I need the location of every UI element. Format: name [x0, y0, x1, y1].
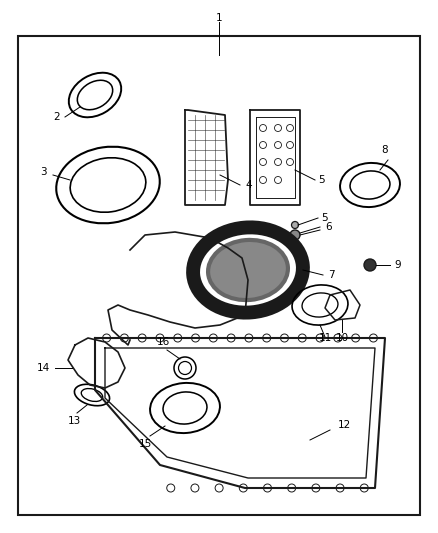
Text: 14: 14: [37, 363, 50, 373]
Text: 4: 4: [245, 180, 251, 190]
Text: 10: 10: [336, 333, 349, 343]
Circle shape: [290, 230, 300, 240]
Text: 16: 16: [156, 337, 170, 347]
Text: 7: 7: [328, 270, 335, 280]
Text: 15: 15: [138, 439, 152, 449]
Text: 1: 1: [215, 13, 223, 23]
Text: 3: 3: [40, 167, 46, 177]
Text: 9: 9: [394, 260, 401, 270]
Text: 5: 5: [318, 175, 325, 185]
Text: 5: 5: [321, 213, 328, 223]
Text: 2: 2: [54, 112, 60, 122]
Ellipse shape: [208, 240, 288, 300]
Circle shape: [364, 259, 376, 271]
Text: 12: 12: [338, 420, 351, 430]
Text: 11: 11: [318, 333, 332, 343]
Text: 6: 6: [325, 222, 332, 232]
Circle shape: [292, 222, 299, 229]
Text: 8: 8: [381, 145, 389, 155]
Text: 13: 13: [67, 416, 81, 426]
